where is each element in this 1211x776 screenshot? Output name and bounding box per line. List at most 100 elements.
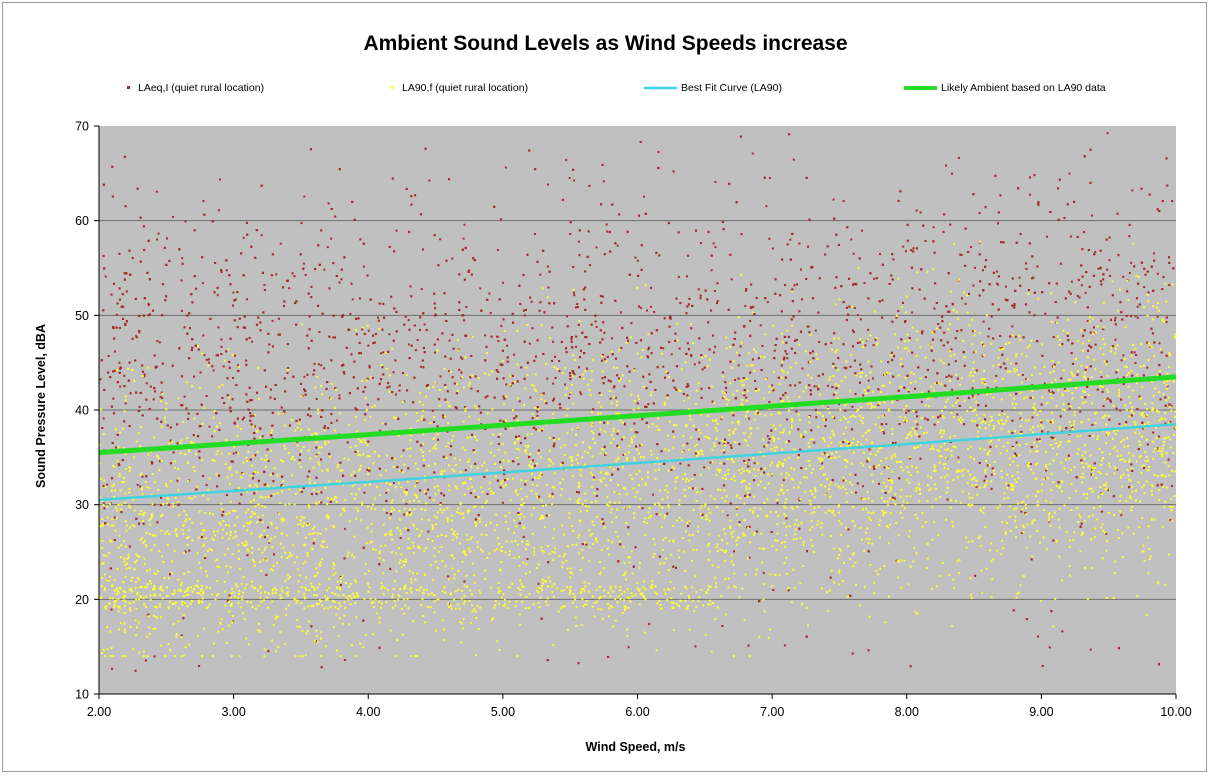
scatter-point-laeq	[361, 328, 364, 331]
scatter-point-laeq	[338, 168, 341, 171]
scatter-point-la90	[443, 586, 446, 589]
scatter-point-laeq	[1119, 301, 1122, 304]
scatter-point-laeq	[817, 311, 820, 314]
scatter-point-laeq	[271, 345, 274, 348]
scatter-point-laeq	[249, 399, 252, 402]
scatter-point-laeq	[138, 405, 141, 408]
scatter-point-la90	[173, 466, 176, 469]
scatter-point-la90	[989, 392, 992, 395]
scatter-point-laeq	[891, 359, 894, 362]
scatter-point-la90	[553, 551, 556, 554]
scatter-point-laeq	[795, 410, 798, 413]
scatter-point-la90	[1021, 508, 1024, 511]
scatter-point-laeq	[698, 337, 701, 340]
scatter-point-laeq	[274, 384, 277, 387]
scatter-point-laeq	[542, 392, 545, 395]
scatter-point-la90	[944, 449, 947, 452]
scatter-point-la90	[525, 366, 528, 369]
scatter-point-laeq	[233, 319, 236, 322]
scatter-point-laeq	[842, 200, 845, 203]
scatter-point-laeq	[761, 344, 764, 347]
scatter-point-laeq	[906, 223, 909, 226]
scatter-point-laeq	[405, 489, 408, 492]
scatter-point-laeq	[185, 407, 188, 410]
scatter-point-laeq	[860, 368, 863, 371]
scatter-point-laeq	[991, 467, 994, 470]
scatter-point-laeq	[128, 361, 131, 364]
scatter-point-laeq	[177, 503, 180, 506]
scatter-point-laeq	[1092, 274, 1095, 277]
scatter-point-laeq	[169, 439, 172, 442]
scatter-point-laeq	[502, 377, 505, 380]
scatter-point-laeq	[201, 282, 204, 285]
scatter-point-laeq	[1004, 285, 1007, 288]
scatter-point-laeq	[1111, 294, 1114, 297]
scatter-point-laeq	[1041, 430, 1044, 433]
scatter-point-laeq	[353, 218, 356, 221]
scatter-point-laeq	[278, 333, 281, 336]
scatter-point-laeq	[269, 396, 272, 399]
scatter-point-la90	[847, 545, 850, 548]
scatter-point-laeq	[106, 483, 109, 486]
scatter-point-laeq	[776, 502, 779, 505]
scatter-point-laeq	[112, 282, 115, 285]
scatter-point-laeq	[1170, 404, 1173, 407]
scatter-point-laeq	[218, 428, 221, 431]
scatter-point-laeq	[304, 393, 307, 396]
scatter-point-laeq	[526, 361, 529, 364]
scatter-point-laeq	[111, 195, 114, 198]
scatter-point-laeq	[190, 293, 193, 296]
scatter-point-laeq	[723, 451, 726, 454]
scatter-point-laeq	[528, 456, 531, 459]
scatter-point-laeq	[1102, 405, 1105, 408]
scatter-point-laeq	[308, 328, 311, 331]
scatter-point-laeq	[391, 177, 394, 180]
scatter-point-laeq	[129, 392, 132, 395]
scatter-point-laeq	[854, 393, 857, 396]
scatter-point-laeq	[1146, 341, 1149, 344]
scatter-point-laeq	[934, 282, 937, 285]
scatter-point-laeq	[566, 325, 569, 328]
scatter-point-laeq	[730, 278, 733, 281]
scatter-point-laeq	[663, 317, 666, 320]
scatter-point-laeq	[1115, 407, 1118, 410]
scatter-point-la90	[940, 429, 943, 432]
scatter-point-laeq	[1089, 148, 1092, 151]
scatter-point-laeq	[1021, 373, 1024, 376]
scatter-point-laeq	[1013, 306, 1016, 309]
scatter-point-laeq	[1043, 382, 1046, 385]
scatter-point-laeq	[947, 310, 950, 313]
scatter-point-laeq	[226, 599, 229, 602]
scatter-point-la90	[216, 449, 219, 452]
scatter-point-laeq	[334, 215, 337, 218]
scatter-point-la90	[122, 590, 125, 593]
scatter-point-laeq	[984, 475, 987, 478]
scatter-point-laeq	[1011, 277, 1014, 280]
scatter-point-la90	[752, 457, 755, 460]
scatter-point-laeq	[378, 302, 381, 305]
scatter-point-laeq	[749, 334, 752, 337]
scatter-point-laeq	[780, 364, 783, 367]
scatter-point-la90	[514, 540, 517, 543]
scatter-point-laeq	[601, 338, 604, 341]
scatter-point-laeq	[540, 473, 543, 476]
scatter-point-laeq	[808, 331, 811, 334]
scatter-point-laeq	[371, 376, 374, 379]
scatter-point-laeq	[271, 253, 274, 256]
scatter-point-laeq	[647, 403, 650, 406]
scatter-point-laeq	[410, 203, 413, 206]
scatter-point-laeq	[306, 523, 309, 526]
scatter-point-laeq	[553, 442, 556, 445]
scatter-point-laeq	[484, 359, 487, 362]
scatter-point-la90	[554, 472, 557, 475]
scatter-point-laeq	[911, 287, 914, 290]
scatter-point-la90	[501, 443, 504, 446]
scatter-point-laeq	[853, 359, 856, 362]
scatter-point-laeq	[1080, 459, 1083, 462]
scatter-point-laeq	[193, 229, 196, 232]
scatter-point-laeq	[474, 518, 477, 521]
scatter-point-laeq	[1025, 262, 1028, 265]
scatter-point-la90	[170, 572, 173, 575]
scatter-point-laeq	[1015, 441, 1018, 444]
scatter-point-laeq	[434, 313, 437, 316]
